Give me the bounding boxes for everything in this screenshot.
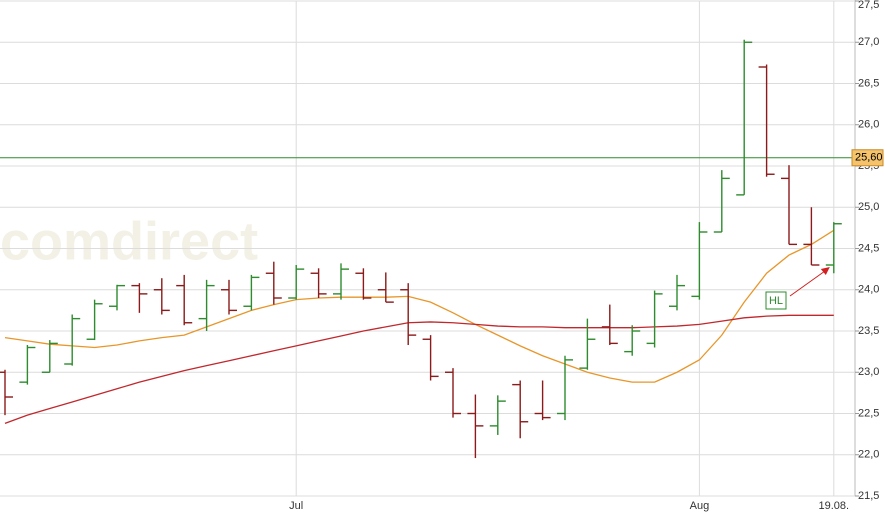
moving-average [4, 229, 835, 383]
y-tick-label: 22,5 [858, 407, 879, 419]
y-tick-label: 26,5 [858, 77, 879, 89]
annotation-arrowhead [820, 267, 830, 275]
reference-label: 25,60 [855, 152, 883, 164]
x-tick-label: Jul [289, 500, 303, 512]
y-tick-label: 24,5 [858, 242, 879, 254]
y-tick-label: 24,0 [858, 284, 879, 296]
y-tick-label: 21,5 [858, 490, 879, 502]
annotation: HL [769, 295, 783, 307]
x-tick-label: 19.08. [819, 500, 850, 512]
y-tick-label: 22,0 [858, 449, 879, 461]
x-tick-label: Aug [690, 500, 710, 512]
reference-label-box [851, 149, 884, 167]
y-tick-label: 27,5 [858, 0, 879, 11]
moving-average [4, 314, 834, 425]
y-tick-label: 25,0 [858, 201, 879, 213]
y-tick-label: 27,0 [858, 36, 879, 48]
watermark: comdirect [0, 211, 258, 271]
y-tick-label: 26,0 [858, 119, 879, 131]
annotation-arrow [789, 268, 829, 297]
y-tick-label: 23,5 [858, 325, 879, 337]
annotation-box [765, 291, 787, 310]
y-tick-label: 23,0 [858, 366, 879, 378]
